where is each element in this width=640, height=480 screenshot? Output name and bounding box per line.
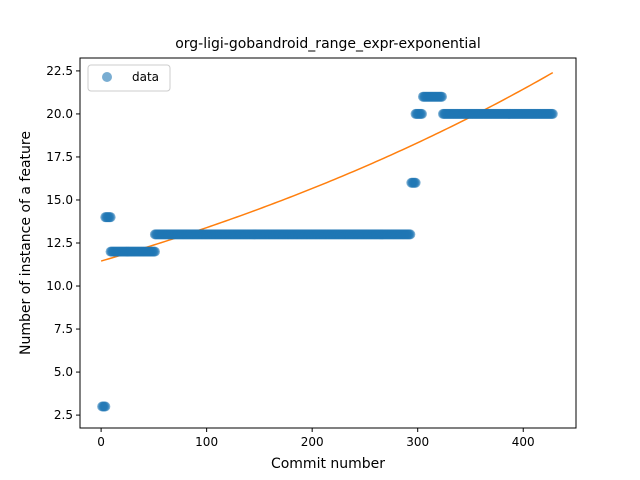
x-tick-label: 400	[512, 435, 535, 449]
plot-background	[80, 58, 576, 428]
data-point	[149, 246, 160, 257]
data-point	[547, 108, 558, 119]
x-tick-label: 100	[195, 435, 218, 449]
data-point	[410, 177, 421, 188]
y-tick-label: 7.5	[54, 322, 73, 336]
legend-label-data: data	[132, 70, 159, 84]
data-point	[100, 401, 111, 412]
data-point	[416, 108, 427, 119]
data-point	[105, 212, 116, 223]
x-axis-ticks: 0 100 200 300 400	[97, 428, 535, 449]
x-axis-label: Commit number	[271, 456, 385, 472]
legend-marker-data	[102, 72, 112, 82]
x-tick-label: 200	[301, 435, 324, 449]
y-tick-label: 22.5	[46, 64, 73, 78]
x-tick-label: 0	[97, 435, 105, 449]
y-tick-label: 10.0	[46, 279, 73, 293]
y-tick-label: 20.0	[46, 107, 73, 121]
plot-area	[80, 58, 576, 428]
legend: data	[87, 64, 171, 92]
data-point	[436, 91, 447, 102]
y-tick-label: 17.5	[46, 150, 73, 164]
y-tick-label: 2.5	[54, 408, 73, 422]
legend-box	[87, 64, 171, 92]
data-point	[405, 229, 416, 240]
y-tick-label: 12.5	[46, 236, 73, 250]
y-tick-label: 15.0	[46, 193, 73, 207]
y-tick-label: 5.0	[54, 365, 73, 379]
x-tick-label: 300	[406, 435, 429, 449]
y-axis-label: Number of instance of a feature	[18, 131, 34, 355]
chart-title: org-ligi-gobandroid_range_expr-exponenti…	[175, 36, 481, 52]
y-axis-ticks: 2.5 5.0 7.5 10.0 12.5 15.0 17.5 20.0 22.5	[46, 64, 80, 422]
points-layer	[97, 91, 558, 412]
